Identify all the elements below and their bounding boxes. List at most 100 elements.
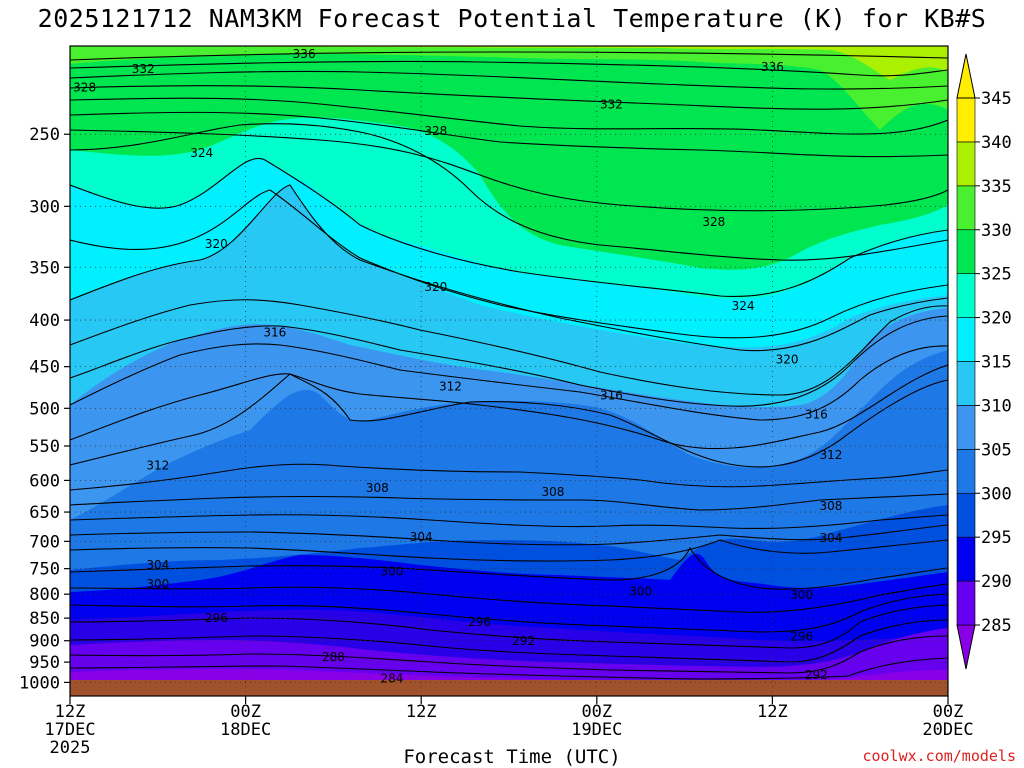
contour-label: 336 — [761, 60, 784, 74]
colorbar-arrow-bottom — [956, 624, 976, 670]
contour-line — [70, 514, 948, 530]
x-tick-label: 18DEC — [220, 720, 271, 740]
contour-line — [70, 539, 948, 562]
contour-label: 296 — [205, 611, 228, 625]
colorbar-label: 295 — [981, 528, 1012, 548]
colorbar-label: 345 — [981, 89, 1012, 109]
contour-label: 312 — [819, 448, 842, 462]
contour-label: 288 — [322, 650, 345, 664]
colorbar-swatch — [956, 317, 976, 362]
contour-line — [70, 619, 948, 663]
contour-label: 316 — [805, 408, 828, 422]
plot-frame — [69, 45, 949, 697]
contour-line — [70, 493, 948, 511]
contour-label: 324 — [732, 299, 755, 313]
y-tick-label: 550 — [29, 437, 60, 457]
x-tick-label: 00Z — [933, 702, 964, 722]
contour-label: 332 — [600, 98, 623, 112]
colorbar-label: 285 — [981, 616, 1012, 636]
colorbar-label: 335 — [981, 177, 1012, 197]
colorbar-swatch — [956, 229, 976, 274]
colorbar-label: 320 — [981, 309, 1012, 329]
contour-label: 320 — [776, 353, 799, 367]
colorbar-swatch — [956, 361, 976, 406]
x-tick-label: 12Z — [757, 702, 788, 722]
source-credit: coolwx.com/models — [862, 747, 1016, 765]
x-tick-label: 12Z — [406, 702, 437, 722]
contour-label: 300 — [790, 588, 813, 602]
y-tick-label: 600 — [29, 471, 60, 491]
colorbar-label: 310 — [981, 396, 1012, 416]
colorbar: 285 290 295 300 305 310 315 320 325 330 335 340 345 — [956, 53, 1012, 670]
contour-line — [70, 657, 948, 680]
x-tick-label: 17DEC — [44, 720, 95, 740]
x-tick-label: 20DEC — [922, 720, 973, 740]
y-tick-label: 850 — [29, 609, 60, 629]
contour-label: 308 — [819, 499, 842, 513]
contour-label: 312 — [439, 379, 462, 393]
contour-lines — [70, 51, 948, 680]
contour-label: 324 — [190, 146, 213, 160]
contour-label: 300 — [629, 585, 652, 599]
colorbar-swatch — [956, 536, 976, 582]
contour-label: 296 — [468, 615, 491, 629]
contour-line — [70, 129, 948, 212]
colorbar-swatch — [956, 405, 976, 450]
contour-line — [70, 123, 948, 261]
x-tick-label: 19DEC — [571, 720, 622, 740]
contour-line — [70, 189, 948, 339]
colorbar-label: 300 — [981, 484, 1012, 504]
colorbar-arrow-top — [956, 53, 976, 99]
y-tick-label: 750 — [29, 560, 60, 580]
y-tick-label: 900 — [29, 632, 60, 652]
colorbar-swatch — [956, 141, 976, 187]
colorbar-label: 340 — [981, 133, 1012, 153]
x-tick-label: 00Z — [581, 702, 612, 722]
contour-label: 308 — [541, 485, 564, 499]
y-tick-label: 500 — [29, 399, 60, 419]
colorbar-label: 325 — [981, 265, 1012, 285]
contour-label: 304 — [819, 531, 842, 545]
colorbar-swatch — [956, 185, 976, 231]
contour-label: 304 — [410, 530, 433, 544]
x-axis-label: Forecast Time (UTC) — [403, 746, 621, 768]
contour-line — [70, 604, 948, 649]
contour-label: 320 — [424, 280, 447, 294]
contour-label: 308 — [366, 481, 389, 495]
contour-line — [70, 343, 948, 421]
filled-contours — [70, 46, 948, 696]
contour-line — [70, 97, 948, 135]
chart-title: 2025121712 NAM3KM Forecast Potential Tem… — [37, 4, 987, 33]
colorbar-label: 315 — [981, 353, 1012, 373]
y-tick-label: 700 — [29, 532, 60, 552]
y-tick-label: 350 — [29, 258, 60, 278]
contour-line — [70, 373, 948, 468]
contour-line — [70, 111, 948, 158]
y-tick-label: 300 — [29, 197, 60, 217]
colorbar-swatch — [956, 273, 976, 318]
x-tick-label: 2025 — [50, 738, 91, 758]
contour-line — [70, 299, 948, 396]
contour-line — [70, 635, 948, 674]
y-tick-label: 800 — [29, 585, 60, 605]
contour-label: 336 — [293, 47, 316, 61]
y-tick-label: 1000 — [19, 673, 60, 693]
y-tick-label: 950 — [29, 653, 60, 673]
contour-label: 328 — [424, 124, 447, 138]
band-340-345 — [70, 46, 948, 80]
contour-line — [70, 60, 948, 77]
contour-label: 304 — [146, 558, 169, 572]
contour-label: 328 — [702, 215, 725, 229]
contour-label: 296 — [790, 629, 813, 643]
colorbar-label: 290 — [981, 572, 1012, 592]
y-tick-label: 650 — [29, 503, 60, 523]
y-tick-label: 450 — [29, 358, 60, 378]
x-tick-label: 12Z — [55, 702, 86, 722]
y-tick-label: 400 — [29, 311, 60, 331]
colorbar-swatch — [956, 97, 976, 143]
contour-label: 292 — [512, 634, 535, 648]
colorbar-swatch — [956, 492, 976, 538]
contour-label: 292 — [805, 668, 828, 682]
